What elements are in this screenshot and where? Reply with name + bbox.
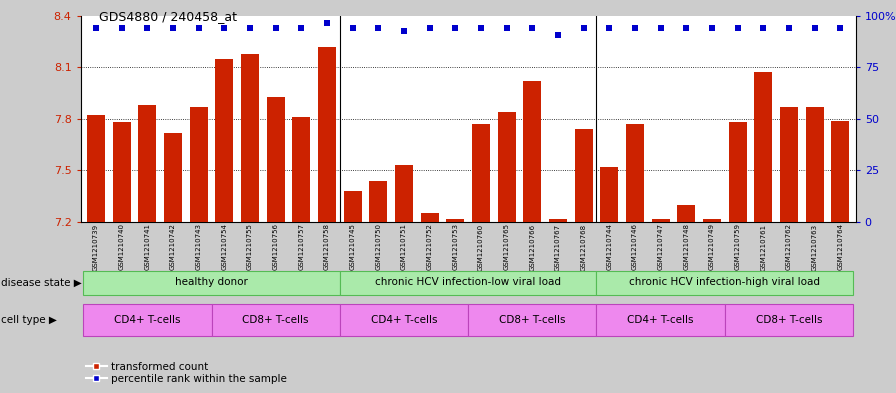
Bar — [626, 124, 644, 222]
Bar — [597, 304, 725, 336]
Bar — [574, 129, 592, 222]
Bar — [497, 112, 515, 222]
Bar — [754, 72, 772, 222]
Bar — [241, 53, 259, 222]
Bar — [523, 81, 541, 222]
Bar — [780, 107, 798, 222]
Bar — [831, 121, 849, 222]
Bar — [164, 133, 182, 222]
Bar — [468, 304, 597, 336]
Bar — [113, 122, 131, 222]
Text: CD8+ T-cells: CD8+ T-cells — [755, 314, 823, 325]
Bar — [600, 167, 618, 222]
Text: CD4+ T-cells: CD4+ T-cells — [371, 314, 437, 325]
Bar — [340, 270, 597, 296]
Bar — [369, 181, 387, 222]
Bar — [318, 47, 336, 222]
Text: GDS4880 / 240458_at: GDS4880 / 240458_at — [99, 10, 237, 23]
Text: disease state ▶: disease state ▶ — [1, 278, 82, 288]
Text: CD4+ T-cells: CD4+ T-cells — [114, 314, 181, 325]
Bar — [651, 219, 669, 222]
Bar — [340, 304, 468, 336]
Bar — [211, 304, 340, 336]
Legend: transformed count, percentile rank within the sample: transformed count, percentile rank withi… — [86, 362, 287, 384]
Bar — [190, 107, 208, 222]
Bar — [472, 124, 490, 222]
Bar — [421, 213, 439, 222]
Text: CD8+ T-cells: CD8+ T-cells — [499, 314, 565, 325]
Bar — [215, 59, 233, 222]
Bar — [728, 122, 746, 222]
Bar — [597, 270, 853, 296]
Text: healthy donor: healthy donor — [175, 277, 248, 287]
Text: chronic HCV infection-high viral load: chronic HCV infection-high viral load — [629, 277, 821, 287]
Bar — [395, 165, 413, 222]
Text: chronic HCV infection-low viral load: chronic HCV infection-low viral load — [375, 277, 561, 287]
Text: CD8+ T-cells: CD8+ T-cells — [243, 314, 309, 325]
Bar — [677, 205, 695, 222]
Text: CD4+ T-cells: CD4+ T-cells — [627, 314, 694, 325]
Bar — [83, 270, 340, 296]
Bar — [267, 97, 285, 222]
Bar — [806, 107, 823, 222]
Bar — [344, 191, 362, 222]
Bar — [703, 219, 721, 222]
Bar — [725, 304, 853, 336]
Text: cell type ▶: cell type ▶ — [1, 315, 56, 325]
Bar — [446, 219, 464, 222]
Bar — [83, 304, 211, 336]
Bar — [549, 219, 567, 222]
Bar — [138, 105, 156, 222]
Bar — [292, 117, 310, 222]
Bar — [87, 116, 105, 222]
